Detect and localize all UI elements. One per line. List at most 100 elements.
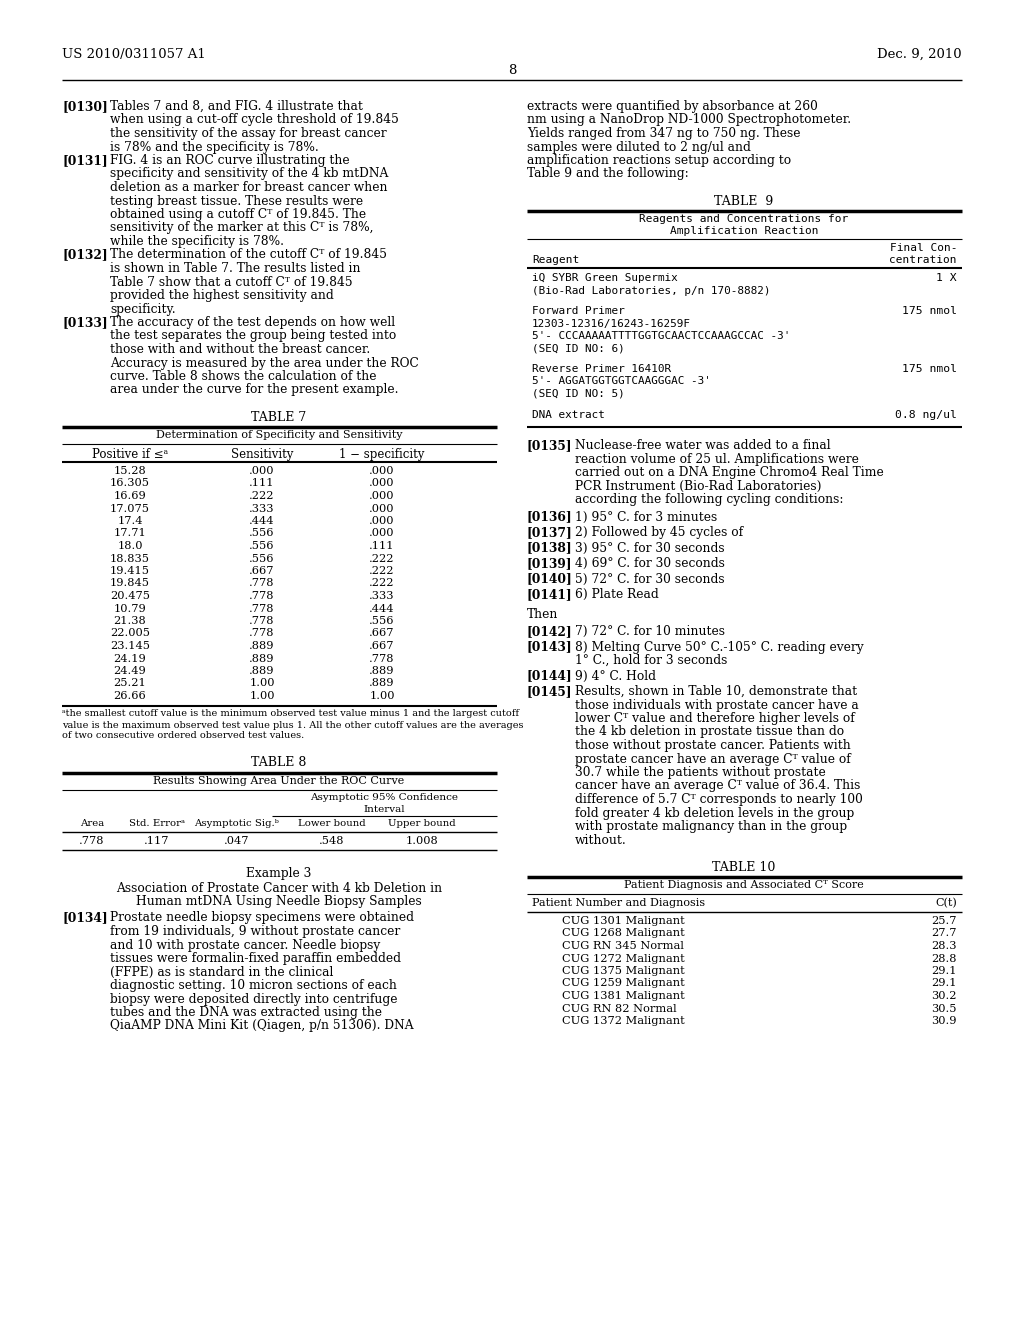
Text: .889: .889 xyxy=(370,667,394,676)
Text: 29.1: 29.1 xyxy=(932,978,957,989)
Text: Results Showing Area Under the ROC Curve: Results Showing Area Under the ROC Curve xyxy=(154,776,404,785)
Text: Prostate needle biopsy specimens were obtained: Prostate needle biopsy specimens were ob… xyxy=(110,912,414,924)
Text: (FFPE) as is standard in the clinical: (FFPE) as is standard in the clinical xyxy=(110,965,334,978)
Text: 30.5: 30.5 xyxy=(932,1003,957,1014)
Text: .444: .444 xyxy=(249,516,274,525)
Text: DNA extract: DNA extract xyxy=(532,409,605,420)
Text: .222: .222 xyxy=(249,491,274,502)
Text: [0139]: [0139] xyxy=(527,557,572,570)
Text: .556: .556 xyxy=(249,528,274,539)
Text: TABLE 10: TABLE 10 xyxy=(713,861,776,874)
Text: 175 nmol: 175 nmol xyxy=(902,306,957,315)
Text: CUG 1259 Malignant: CUG 1259 Malignant xyxy=(562,978,685,989)
Text: carried out on a DNA Engine Chromo4 Real Time: carried out on a DNA Engine Chromo4 Real… xyxy=(575,466,884,479)
Text: Then: Then xyxy=(527,607,558,620)
Text: PCR Instrument (Bio-Rad Laboratories): PCR Instrument (Bio-Rad Laboratories) xyxy=(575,479,821,492)
Text: of two consecutive ordered observed test values.: of two consecutive ordered observed test… xyxy=(62,731,304,741)
Text: from 19 individuals, 9 without prostate cancer: from 19 individuals, 9 without prostate … xyxy=(110,925,400,939)
Text: reaction volume of 25 ul. Amplifications were: reaction volume of 25 ul. Amplifications… xyxy=(575,453,859,466)
Text: Sensitivity: Sensitivity xyxy=(230,447,293,461)
Text: .333: .333 xyxy=(370,591,394,601)
Text: [0130]: [0130] xyxy=(62,100,108,114)
Text: .047: .047 xyxy=(224,836,250,846)
Text: and 10 with prostate cancer. Needle biopsy: and 10 with prostate cancer. Needle biop… xyxy=(110,939,380,952)
Text: Association of Prostate Cancer with 4 kb Deletion in: Association of Prostate Cancer with 4 kb… xyxy=(116,882,442,895)
Text: 20.475: 20.475 xyxy=(110,591,150,601)
Text: TABLE 8: TABLE 8 xyxy=(251,756,306,770)
Text: 16.305: 16.305 xyxy=(110,479,150,488)
Text: .556: .556 xyxy=(249,541,274,550)
Text: nm using a NanoDrop ND-1000 Spectrophotometer.: nm using a NanoDrop ND-1000 Spectrophoto… xyxy=(527,114,851,127)
Text: 8) Melting Curve 50° C.-105° C. reading every: 8) Melting Curve 50° C.-105° C. reading … xyxy=(575,640,863,653)
Text: [0145]: [0145] xyxy=(527,685,572,698)
Text: .778: .778 xyxy=(249,578,274,589)
Text: CUG 1272 Malignant: CUG 1272 Malignant xyxy=(562,953,685,964)
Text: those individuals with prostate cancer have a: those individuals with prostate cancer h… xyxy=(575,698,859,711)
Text: 19.415: 19.415 xyxy=(110,566,150,576)
Text: [0137]: [0137] xyxy=(527,525,572,539)
Text: .117: .117 xyxy=(144,836,170,846)
Text: diagnostic setting. 10 micron sections of each: diagnostic setting. 10 micron sections o… xyxy=(110,979,397,993)
Text: Example 3: Example 3 xyxy=(247,867,311,880)
Text: .444: .444 xyxy=(370,603,394,614)
Text: 10.79: 10.79 xyxy=(114,603,146,614)
Text: .556: .556 xyxy=(249,553,274,564)
Text: 1.00: 1.00 xyxy=(249,678,274,689)
Text: when using a cut-off cycle threshold of 19.845: when using a cut-off cycle threshold of … xyxy=(110,114,399,127)
Text: 7) 72° C. for 10 minutes: 7) 72° C. for 10 minutes xyxy=(575,624,725,638)
Text: Determination of Specificity and Sensitivity: Determination of Specificity and Sensiti… xyxy=(156,430,402,440)
Text: .778: .778 xyxy=(79,836,104,846)
Text: 21.38: 21.38 xyxy=(114,616,146,626)
Text: Amplification Reaction: Amplification Reaction xyxy=(670,226,818,236)
Text: [0140]: [0140] xyxy=(527,573,572,586)
Text: Area: Area xyxy=(80,818,104,828)
Text: [0131]: [0131] xyxy=(62,154,108,168)
Text: [0134]: [0134] xyxy=(62,912,108,924)
Text: .000: .000 xyxy=(249,466,274,477)
Text: specificity.: specificity. xyxy=(110,302,176,315)
Text: Reagents and Concentrations for: Reagents and Concentrations for xyxy=(639,214,849,224)
Text: .667: .667 xyxy=(370,642,394,651)
Text: 15.28: 15.28 xyxy=(114,466,146,477)
Text: 17.075: 17.075 xyxy=(110,503,150,513)
Text: Patient Diagnosis and Associated Cᵀ Score: Patient Diagnosis and Associated Cᵀ Scor… xyxy=(624,880,864,890)
Text: 27.7: 27.7 xyxy=(932,928,957,939)
Text: 5'- CCCAAAAATTTTGGTGCAACTCCAAAGCCAC -3': 5'- CCCAAAAATTTTGGTGCAACTCCAAAGCCAC -3' xyxy=(532,331,791,341)
Text: Final Con-: Final Con- xyxy=(890,243,957,253)
Text: [0136]: [0136] xyxy=(527,511,572,524)
Text: .111: .111 xyxy=(370,541,394,550)
Text: Dec. 9, 2010: Dec. 9, 2010 xyxy=(878,48,962,61)
Text: Asymptotic Sig.ᵇ: Asymptotic Sig.ᵇ xyxy=(195,818,280,828)
Text: 17.4: 17.4 xyxy=(118,516,142,525)
Text: tissues were formalin-fixed paraffin embedded: tissues were formalin-fixed paraffin emb… xyxy=(110,952,401,965)
Text: (SEQ ID NO: 6): (SEQ ID NO: 6) xyxy=(532,343,625,354)
Text: CUG 1268 Malignant: CUG 1268 Malignant xyxy=(562,928,685,939)
Text: fold greater 4 kb deletion levels in the group: fold greater 4 kb deletion levels in the… xyxy=(575,807,854,820)
Text: Accuracy is measured by the area under the ROC: Accuracy is measured by the area under t… xyxy=(110,356,419,370)
Text: [0132]: [0132] xyxy=(62,248,108,261)
Text: 22.005: 22.005 xyxy=(110,628,150,639)
Text: 19.845: 19.845 xyxy=(110,578,150,589)
Text: [0141]: [0141] xyxy=(527,587,572,601)
Text: 24.19: 24.19 xyxy=(114,653,146,664)
Text: sensitivity of the marker at this Cᵀ is 78%,: sensitivity of the marker at this Cᵀ is … xyxy=(110,222,374,235)
Text: (Bio-Rad Laboratories, p/n 170-8882): (Bio-Rad Laboratories, p/n 170-8882) xyxy=(532,285,770,296)
Text: biopsy were deposited directly into centrifuge: biopsy were deposited directly into cent… xyxy=(110,993,397,1006)
Text: Reverse Primer 16410R: Reverse Primer 16410R xyxy=(532,364,671,374)
Text: difference of 5.7 Cᵀ corresponds to nearly 100: difference of 5.7 Cᵀ corresponds to near… xyxy=(575,793,863,807)
Text: Table 9 and the following:: Table 9 and the following: xyxy=(527,168,689,181)
Text: is 78% and the specificity is 78%.: is 78% and the specificity is 78%. xyxy=(110,140,318,153)
Text: 25.21: 25.21 xyxy=(114,678,146,689)
Text: Std. Errorᵃ: Std. Errorᵃ xyxy=(129,818,185,828)
Text: .000: .000 xyxy=(370,479,394,488)
Text: 18.0: 18.0 xyxy=(118,541,142,550)
Text: .667: .667 xyxy=(249,566,274,576)
Text: CUG 1381 Malignant: CUG 1381 Malignant xyxy=(562,991,685,1001)
Text: 28.3: 28.3 xyxy=(932,941,957,950)
Text: 29.1: 29.1 xyxy=(932,966,957,975)
Text: TABLE 7: TABLE 7 xyxy=(251,411,306,424)
Text: Patient Number and Diagnosis: Patient Number and Diagnosis xyxy=(532,898,706,908)
Text: 16.69: 16.69 xyxy=(114,491,146,502)
Text: .778: .778 xyxy=(249,628,274,639)
Text: testing breast tissue. These results were: testing breast tissue. These results wer… xyxy=(110,194,364,207)
